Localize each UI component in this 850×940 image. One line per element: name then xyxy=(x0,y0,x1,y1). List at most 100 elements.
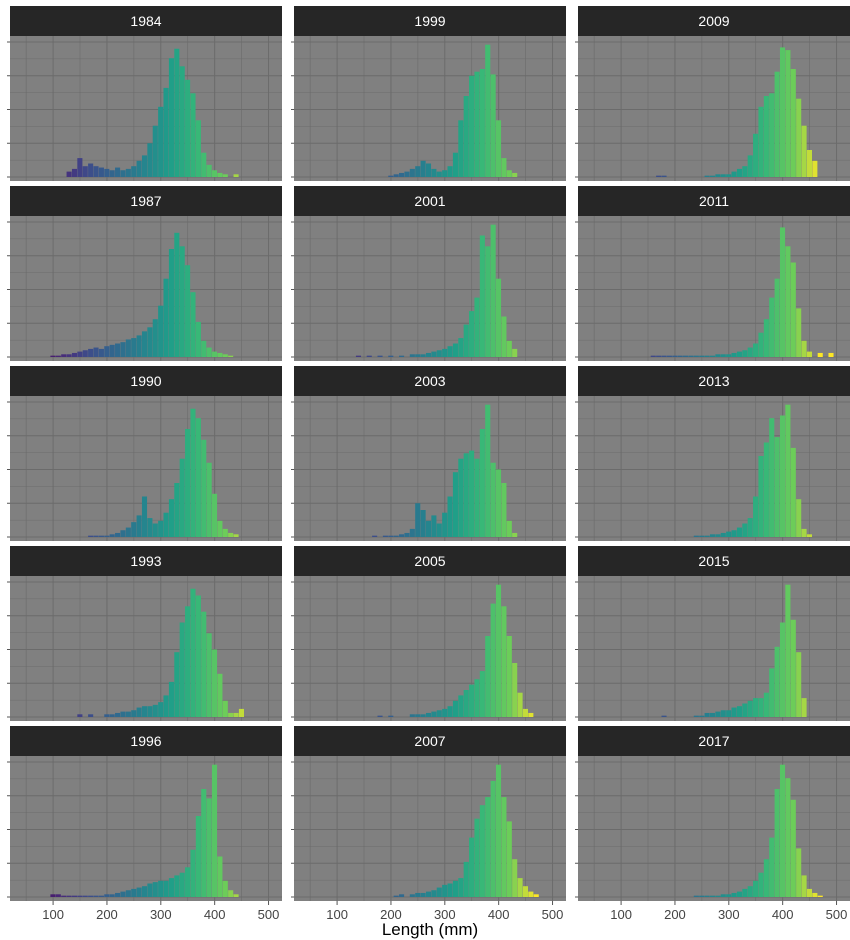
histogram-bar xyxy=(125,168,131,177)
histogram-bar xyxy=(501,158,507,177)
histogram-bar xyxy=(88,714,94,717)
histogram-bar xyxy=(763,442,769,537)
histogram-bar xyxy=(98,535,104,537)
histogram-bar xyxy=(731,171,737,177)
histogram-bar xyxy=(141,331,148,357)
histogram-bar xyxy=(185,606,191,717)
histogram-bar xyxy=(709,534,716,537)
histogram-bar xyxy=(769,837,775,897)
histogram-bar xyxy=(479,805,485,897)
histogram-bar xyxy=(661,175,667,177)
histogram-bar xyxy=(222,528,228,537)
histogram-bar xyxy=(120,891,126,897)
histogram-bar xyxy=(774,646,780,717)
histogram-bar xyxy=(388,175,394,177)
x-tick-label: 300 xyxy=(150,907,172,922)
histogram-bar xyxy=(120,530,126,537)
histogram-bar xyxy=(650,355,656,357)
histogram-bar xyxy=(436,523,442,537)
histogram-bar xyxy=(828,352,834,357)
histogram-bar xyxy=(742,350,748,357)
histogram-bar xyxy=(479,671,485,717)
histogram-bar xyxy=(774,789,780,897)
panel-background xyxy=(10,576,282,721)
facet-title: 2009 xyxy=(698,13,729,29)
histogram-bar xyxy=(77,714,83,717)
histogram-bar xyxy=(442,348,448,357)
facet-title: 2003 xyxy=(414,373,445,389)
histogram-bar xyxy=(115,712,121,717)
facet-strip xyxy=(10,366,282,396)
histogram-bar xyxy=(779,622,786,717)
histogram-bar xyxy=(206,347,212,357)
histogram-bar xyxy=(185,79,191,177)
histogram-bar xyxy=(228,890,234,897)
histogram-bar xyxy=(452,880,458,897)
histogram-bar xyxy=(485,797,491,897)
histogram-bar xyxy=(120,711,126,717)
histogram-bar xyxy=(420,354,426,357)
histogram-bar xyxy=(796,499,802,537)
histogram-bar xyxy=(211,493,218,537)
histogram-bar xyxy=(66,171,72,177)
histogram-bar xyxy=(796,848,802,897)
histogram-bar xyxy=(495,469,502,537)
histogram-bar xyxy=(222,700,228,717)
histogram-bar xyxy=(785,778,791,897)
histogram-bar xyxy=(709,355,716,357)
histogram-bar xyxy=(779,764,786,897)
histogram-bar xyxy=(720,894,726,897)
histogram-bar xyxy=(195,418,201,537)
facet-panel-2009: 2009 xyxy=(575,6,850,181)
histogram-bar xyxy=(147,143,153,177)
histogram-bar xyxy=(736,168,742,177)
histogram-bar xyxy=(656,175,662,177)
histogram-bar xyxy=(704,175,710,177)
histogram-bar xyxy=(458,338,464,357)
histogram-bar xyxy=(425,520,432,537)
histogram-bar xyxy=(222,880,228,897)
histogram-bar xyxy=(474,458,480,537)
histogram-bar xyxy=(704,895,710,897)
histogram-bar xyxy=(147,327,153,357)
histogram-bar xyxy=(726,710,732,717)
histogram-bar xyxy=(98,348,104,357)
histogram-bar xyxy=(769,668,775,717)
histogram-bar xyxy=(801,528,807,537)
histogram-bar xyxy=(693,895,699,897)
histogram-bar xyxy=(447,706,453,717)
histogram-bar xyxy=(501,606,507,717)
histogram-bar xyxy=(66,895,72,897)
histogram-bar xyxy=(699,715,705,717)
histogram-bar xyxy=(98,895,104,897)
facet-strip xyxy=(294,366,566,396)
histogram-bar xyxy=(77,895,83,897)
x-tick-label: 300 xyxy=(718,907,740,922)
histogram-bar xyxy=(125,527,131,537)
histogram-bar xyxy=(704,712,710,717)
panel-background xyxy=(294,576,566,721)
histogram-bar xyxy=(152,882,158,897)
histogram-bar xyxy=(211,351,218,357)
histogram-bar xyxy=(806,351,812,357)
histogram-bar xyxy=(720,532,726,537)
histogram-bar xyxy=(436,887,442,897)
histogram-bar xyxy=(806,534,812,537)
histogram-bar xyxy=(758,872,764,897)
histogram-bar xyxy=(425,352,432,357)
histogram-bar xyxy=(93,166,99,177)
histogram-bar xyxy=(812,160,818,177)
histogram-bar xyxy=(174,875,180,897)
panel-background xyxy=(294,396,566,541)
histogram-bar xyxy=(404,532,410,537)
histogram-bar xyxy=(758,456,764,537)
histogram-bar xyxy=(490,74,496,177)
histogram-bar xyxy=(109,534,115,537)
histogram-bar xyxy=(801,875,807,897)
histogram-bar xyxy=(495,764,502,897)
histogram-bar xyxy=(88,535,94,537)
histogram-bar xyxy=(93,895,99,897)
histogram-bar xyxy=(217,856,223,897)
histogram-bar xyxy=(104,535,110,537)
